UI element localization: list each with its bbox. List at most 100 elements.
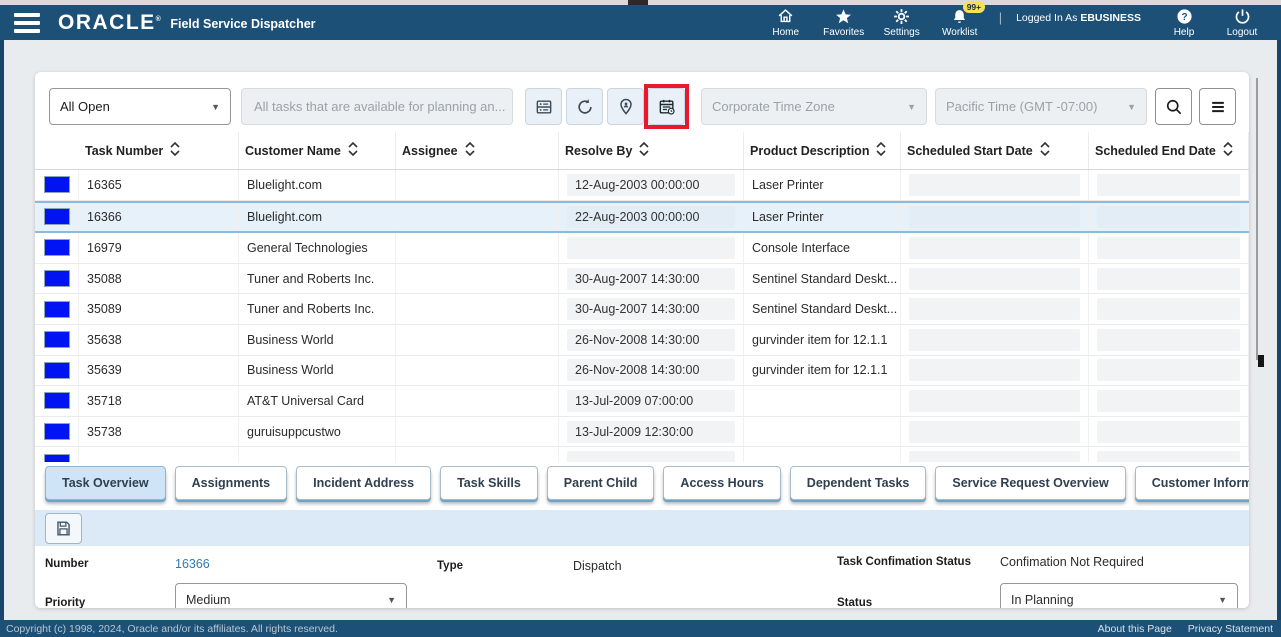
table-row[interactable]: 16979 General Technologies Console Interfa… xyxy=(35,233,1249,264)
sort-icon[interactable] xyxy=(1040,141,1050,159)
save-button[interactable] xyxy=(45,513,82,544)
search-icon xyxy=(1166,99,1181,114)
tab-assignments[interactable]: Assignments xyxy=(174,466,288,500)
cell-resolve-by: 13-Jul-2009 07:00:00 xyxy=(567,389,735,412)
sort-icon[interactable] xyxy=(1223,141,1233,159)
task-toolbar: All Open ▼ All tasks that are available f… xyxy=(35,84,1249,129)
confirmation-status-label: Task Confimation Status xyxy=(837,556,971,568)
cell-resolve-by: 30-Aug-2007 14:30:00 xyxy=(567,298,735,321)
cell-customer-name: Bluelight.com xyxy=(239,202,396,232)
privacy-statement-link[interactable]: Privacy Statement xyxy=(1187,622,1273,635)
col-task-number[interactable]: Task Number xyxy=(79,132,239,169)
table-row[interactable]: 35738 guruisuppcustwo 13-Jul-2009 12:30:00 xyxy=(35,416,1249,448)
timezone-value-select[interactable]: Pacific Time (GMT -07:00) ▼ xyxy=(935,88,1147,125)
sort-icon[interactable] xyxy=(170,141,180,159)
col-product-description[interactable]: Product Description xyxy=(744,132,901,169)
table-row[interactable]: 35639 Business World 26-Nov-2008 14:30:00 g… xyxy=(35,355,1249,387)
nav-favorites[interactable]: Favorites xyxy=(815,8,873,38)
about-this-page-link[interactable]: About this Page xyxy=(1097,622,1172,635)
task-overview-form: Number 16366 Type Dispatch Task Confimat… xyxy=(35,550,1249,608)
tab-task-skills[interactable]: Task Skills xyxy=(440,466,538,500)
task-color-indicator xyxy=(43,453,70,462)
cell-assignee xyxy=(396,263,559,294)
cell-resolve-by xyxy=(567,236,735,259)
cell-assignee xyxy=(396,324,559,355)
cell-assignee xyxy=(396,170,559,200)
cell-resolve-by xyxy=(567,451,735,462)
nav-logout[interactable]: Logout xyxy=(1213,8,1271,38)
chevron-down-icon: ▼ xyxy=(1218,595,1227,605)
cell-scheduled-start xyxy=(909,328,1080,351)
tab-customer-information[interactable]: Customer Information xyxy=(1134,466,1249,500)
nav-home[interactable]: Home xyxy=(757,8,815,38)
menu-hamburger-icon[interactable] xyxy=(14,12,40,33)
power-icon xyxy=(1235,8,1249,24)
cell-task-number: 16366 xyxy=(79,202,239,232)
search-button[interactable] xyxy=(1155,88,1192,125)
map-view-button[interactable] xyxy=(607,88,644,125)
cell-product-description: Laser Printer xyxy=(744,170,901,200)
table-row[interactable]: 35718 AT&T Universal Card 13-Jul-2009 07:0… xyxy=(35,386,1249,417)
list-view-icon xyxy=(536,99,551,114)
cell-customer-name: Business World xyxy=(239,324,396,355)
chevron-down-icon: ▼ xyxy=(387,595,396,605)
table-row[interactable]: 16365 Bluelight.com 12-Aug-2003 00:00:00 La… xyxy=(35,170,1249,201)
table-row[interactable]: 16366 Bluelight.com 22-Aug-2003 00:00:00 La… xyxy=(35,200,1249,234)
svg-text:?: ? xyxy=(1181,12,1187,23)
task-filter-select[interactable]: All Open ▼ xyxy=(49,88,231,125)
table-row[interactable] xyxy=(35,447,1249,462)
scheduler-button[interactable] xyxy=(644,84,689,129)
col-resolve-by[interactable]: Resolve By xyxy=(559,132,744,169)
table-row[interactable]: 35638 Business World 26-Nov-2008 14:30:00 g… xyxy=(35,324,1249,356)
col-assignee[interactable]: Assignee xyxy=(396,132,559,169)
list-view-button[interactable] xyxy=(525,88,562,125)
cell-customer-name: guruisuppcustwo xyxy=(239,416,396,447)
col-customer-name[interactable]: Customer Name xyxy=(239,132,396,169)
nav-help[interactable]: ? Help xyxy=(1155,8,1213,38)
task-query-field[interactable]: All tasks that are available for plannin… xyxy=(241,88,513,125)
sort-icon[interactable] xyxy=(465,141,475,159)
table-menu-button[interactable] xyxy=(1199,88,1236,125)
tab-access-hours[interactable]: Access Hours xyxy=(663,466,781,500)
app-title: Field Service Dispatcher xyxy=(170,17,316,31)
tab-dependent-tasks[interactable]: Dependent Tasks xyxy=(789,466,927,500)
cell-assignee xyxy=(396,294,559,324)
status-select[interactable]: In Planning ▼ xyxy=(1000,583,1238,608)
table-row[interactable]: 35088 Tuner and Roberts Inc. 30-Aug-2007 1… xyxy=(35,263,1249,295)
cell-scheduled-start xyxy=(909,420,1080,443)
vertical-scrollbar[interactable] xyxy=(1256,78,1258,360)
sort-icon[interactable] xyxy=(876,141,887,159)
cell-product-description: Console Interface xyxy=(744,233,901,263)
col-scheduled-end[interactable]: Scheduled End Date xyxy=(1089,132,1249,169)
sort-icon[interactable] xyxy=(639,141,649,159)
cell-resolve-by: 22-Aug-2003 00:00:00 xyxy=(567,205,735,228)
header-nav: Home Favorites Settings 99+ Worklist | L… xyxy=(757,0,1271,38)
timezone-mode-select[interactable]: Corporate Time Zone ▼ xyxy=(701,88,927,125)
worklist-badge: 99+ xyxy=(962,0,986,13)
cell-scheduled-start xyxy=(909,267,1080,290)
cell-task-number: 35088 xyxy=(79,263,239,294)
refresh-button[interactable] xyxy=(566,88,603,125)
cell-product-description: gurvinder item for 12.1.1 xyxy=(744,324,901,355)
scrollbar-mark[interactable] xyxy=(1258,355,1264,367)
logged-in-user: EBUSINESS xyxy=(1080,11,1141,24)
nav-settings[interactable]: Settings xyxy=(873,8,931,38)
nav-worklist[interactable]: 99+ Worklist xyxy=(931,0,989,38)
cell-task-number: 16365 xyxy=(79,170,239,200)
tab-task-overview[interactable]: Task Overview xyxy=(45,466,166,500)
table-row[interactable]: 35089 Tuner and Roberts Inc. 30-Aug-2007 1… xyxy=(35,294,1249,325)
tab-parent-child[interactable]: Parent Child xyxy=(546,466,655,500)
number-value-link[interactable]: 16366 xyxy=(175,557,210,571)
chevron-down-icon: ▼ xyxy=(1127,101,1136,112)
chevron-down-icon: ▼ xyxy=(211,101,220,112)
sort-icon[interactable] xyxy=(348,141,358,159)
cell-scheduled-start xyxy=(909,298,1080,321)
priority-select[interactable]: Medium ▼ xyxy=(175,583,407,608)
cell-assignee xyxy=(396,233,559,263)
task-filter-value: All Open xyxy=(60,99,110,114)
browser-top-strip xyxy=(0,0,1281,5)
col-scheduled-start[interactable]: Scheduled Start Date xyxy=(901,132,1089,169)
dispatcher-panel: All Open ▼ All tasks that are available f… xyxy=(35,72,1249,608)
tab-service-request-overview[interactable]: Service Request Overview xyxy=(935,466,1126,500)
tab-incident-address[interactable]: Incident Address xyxy=(296,466,432,500)
